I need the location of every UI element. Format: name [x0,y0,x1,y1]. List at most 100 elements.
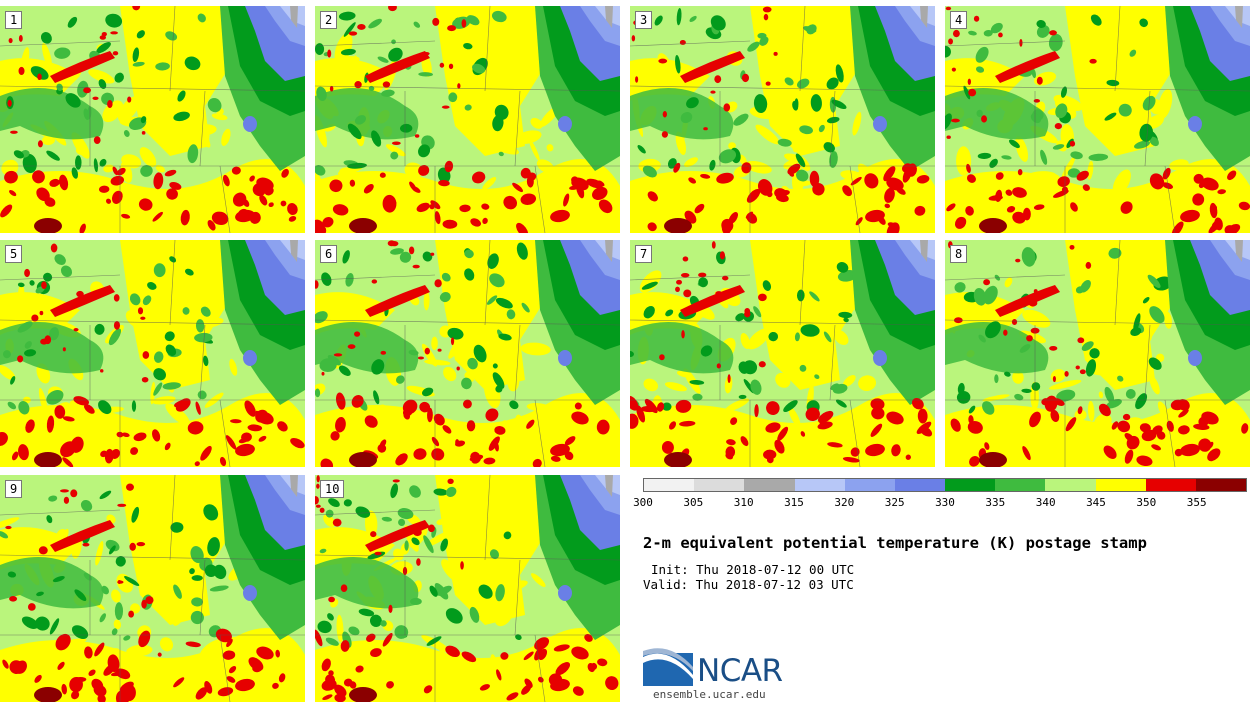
field-contour [725,446,736,458]
field-contour [62,457,74,467]
field-contour [1162,182,1174,190]
field-contour [482,177,497,190]
field-contour [871,407,885,420]
field-contour [1108,344,1120,356]
field-contour [447,478,454,485]
field-contour [373,390,380,405]
field-contour [630,421,639,448]
field-contour [1019,344,1031,353]
field-contour [10,130,18,134]
state-boundary [945,40,1066,47]
field-contour [979,218,1007,233]
field-contour [61,683,67,695]
field-contour [722,275,729,281]
field-contour [630,395,639,411]
field-contour [24,341,32,349]
field-contour [46,515,53,524]
field-contour [247,424,263,432]
color-bar-segment [844,479,895,491]
field-contour [365,285,430,317]
field-contour [315,504,321,508]
field-contour [430,252,435,256]
field-contour [1170,399,1185,411]
field-contour [56,190,79,205]
field-contour [21,616,39,629]
field-contour [347,123,362,140]
field-contour [84,404,95,414]
field-contour [105,198,112,204]
field-contour [98,400,112,415]
field-contour [431,436,440,447]
field-contour [1089,363,1115,376]
field-contour [36,187,50,202]
field-contour [985,321,1001,339]
field-contour [697,210,721,232]
field-contour [111,589,121,603]
field-contour [726,439,736,446]
field-contour [657,402,665,412]
field-contour [630,88,734,140]
field-contour [125,309,150,330]
field-contour [1089,348,1100,359]
field-contour [676,8,682,26]
field-contour [1140,115,1148,124]
field-contour [27,603,36,611]
field-contour [140,164,153,177]
field-contour [489,273,505,288]
field-contour [884,187,895,203]
field-contour [532,427,551,441]
field-contour [870,423,883,437]
field-contour [1028,299,1038,307]
field-contour [503,531,512,540]
field-contour [698,277,708,288]
field-contour [228,666,237,674]
field-contour [457,305,476,336]
field-contour [514,446,527,467]
field-contour [129,293,141,306]
field-contour [494,104,509,120]
field-contour [50,51,115,83]
field-contour [636,437,668,449]
field-contour [349,687,377,702]
field-contour [683,289,692,298]
field-contour [61,675,76,686]
ensemble-member-panel-8: 8 [945,240,1250,467]
field-contour [204,564,218,578]
state-boundary [630,274,751,281]
field-contour [82,421,111,432]
field-contour [75,155,82,170]
field-contour [105,13,123,28]
field-contour [94,642,105,657]
field-contour [123,635,131,641]
state-boundary [484,6,491,92]
field-contour [34,687,62,702]
field-contour [173,111,190,122]
field-contour [166,188,178,200]
field-contour [758,293,767,302]
field-contour [456,366,460,371]
field-contour [485,569,499,578]
field-contour [132,264,143,297]
field-contour [1003,329,1008,336]
ensemble-member-panel-5: 5 [0,240,305,467]
field-contour [382,81,391,88]
field-contour [46,415,55,433]
field-contour [669,421,677,430]
field-contour [634,450,648,464]
field-contour [355,665,364,673]
field-contour [177,586,197,614]
field-contour [1021,247,1036,267]
field-contour [371,130,382,147]
field-contour [187,271,205,301]
field-contour [203,355,209,367]
field-contour [571,646,589,660]
color-legend: 300 305 310 315 320 325 330 335 340 345 350 355 [633,478,1247,509]
field-contour [1120,201,1133,214]
field-contour [222,650,236,660]
field-contour [235,443,255,457]
field-contour [107,654,120,673]
field-contour [1129,49,1137,57]
field-contour [489,549,500,560]
field-contour [99,490,112,500]
ensemble-member-panel-10: 10 [315,475,620,702]
